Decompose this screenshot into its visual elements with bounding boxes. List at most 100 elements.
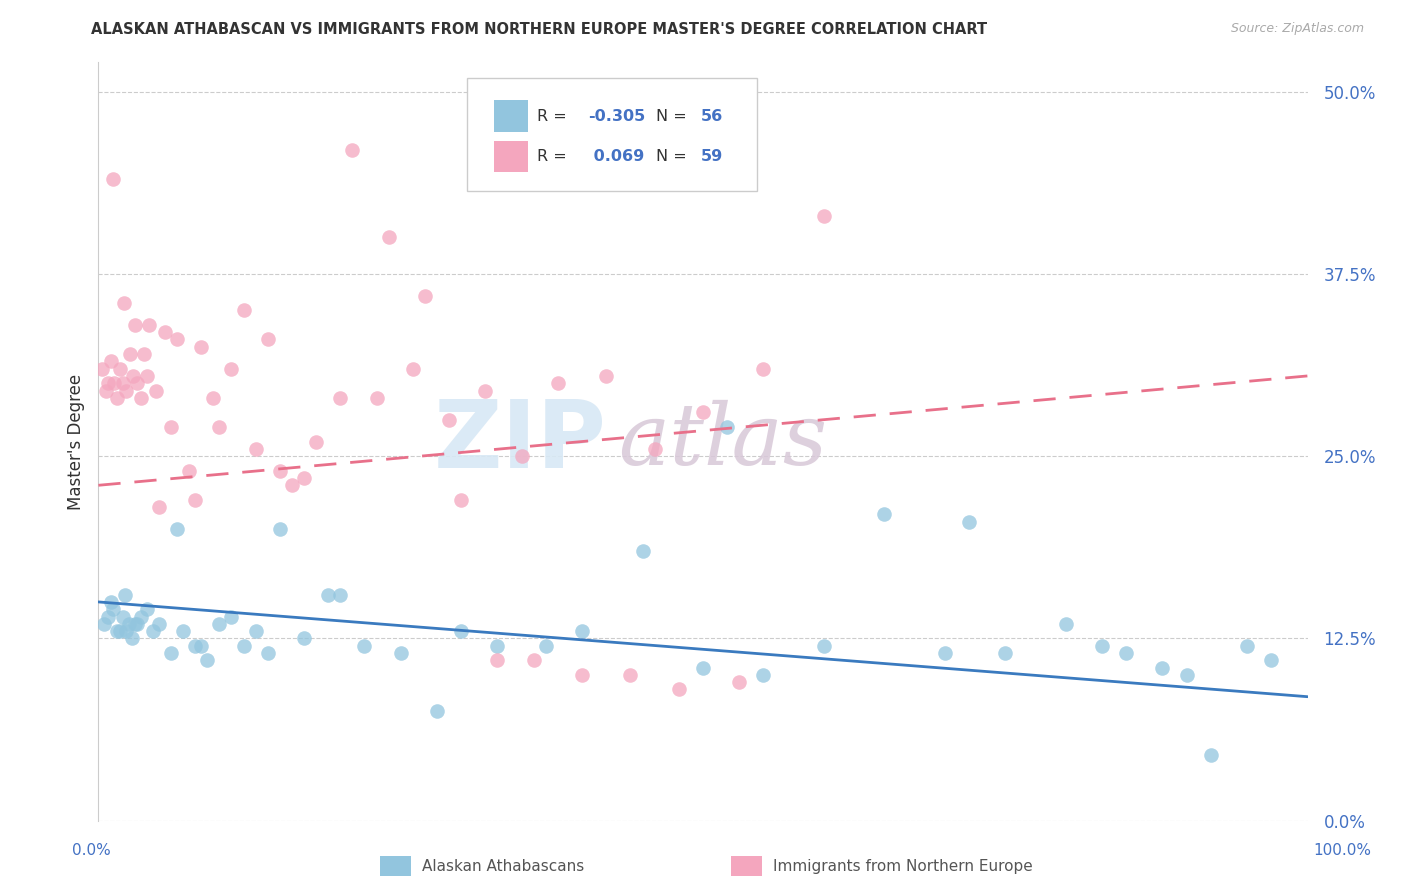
- Point: [752, 668, 775, 682]
- Point: [692, 405, 714, 419]
- Point: [232, 303, 254, 318]
- Text: R =: R =: [537, 149, 572, 164]
- Point: [101, 172, 124, 186]
- Point: [122, 368, 145, 383]
- Point: [190, 340, 212, 354]
- Point: [1152, 660, 1174, 674]
- Point: [127, 376, 149, 391]
- Text: N =: N =: [655, 109, 692, 124]
- Point: [127, 616, 149, 631]
- Text: ZIP: ZIP: [433, 395, 606, 488]
- Point: [208, 616, 231, 631]
- Point: [172, 624, 194, 639]
- Point: [510, 449, 533, 463]
- Point: [269, 522, 291, 536]
- Point: [1260, 653, 1282, 667]
- Point: [97, 609, 120, 624]
- Point: [221, 361, 243, 376]
- FancyBboxPatch shape: [494, 141, 527, 172]
- Point: [91, 361, 114, 376]
- Point: [166, 333, 188, 347]
- Point: [934, 646, 956, 660]
- Y-axis label: Master's Degree: Master's Degree: [66, 374, 84, 509]
- Point: [256, 646, 278, 660]
- Text: ALASKAN ATHABASCAN VS IMMIGRANTS FROM NORTHERN EUROPE MASTER'S DEGREE CORRELATIO: ALASKAN ATHABASCAN VS IMMIGRANTS FROM NO…: [91, 22, 987, 37]
- Point: [148, 500, 170, 515]
- Point: [1199, 747, 1222, 762]
- Point: [716, 420, 738, 434]
- Point: [124, 616, 146, 631]
- Point: [245, 442, 267, 456]
- Point: [195, 653, 218, 667]
- Point: [221, 609, 243, 624]
- Point: [366, 391, 388, 405]
- Point: [202, 391, 225, 405]
- Point: [142, 624, 165, 639]
- Point: [426, 704, 449, 718]
- Point: [190, 639, 212, 653]
- Point: [329, 391, 352, 405]
- Text: -0.305: -0.305: [588, 109, 645, 124]
- Point: [208, 420, 231, 434]
- Point: [179, 464, 201, 478]
- Point: [112, 296, 135, 310]
- Point: [873, 508, 896, 522]
- Text: 0.0%: 0.0%: [72, 843, 111, 858]
- Point: [111, 609, 134, 624]
- Point: [316, 588, 339, 602]
- Point: [450, 492, 472, 507]
- Point: [115, 384, 138, 398]
- Point: [121, 632, 143, 646]
- Point: [292, 471, 315, 485]
- Point: [114, 588, 136, 602]
- Point: [534, 639, 557, 653]
- Point: [135, 602, 157, 616]
- Point: [256, 333, 278, 347]
- Point: [668, 682, 690, 697]
- Point: [93, 616, 115, 631]
- Point: [100, 354, 122, 368]
- Text: N =: N =: [655, 149, 692, 164]
- Point: [305, 434, 328, 449]
- Point: [115, 624, 138, 639]
- Text: Source: ZipAtlas.com: Source: ZipAtlas.com: [1230, 22, 1364, 36]
- Point: [474, 384, 496, 398]
- Point: [105, 624, 128, 639]
- Point: [957, 515, 980, 529]
- Point: [728, 675, 751, 690]
- Point: [100, 595, 122, 609]
- Point: [269, 464, 291, 478]
- Point: [486, 653, 509, 667]
- Point: [389, 646, 412, 660]
- Point: [1236, 639, 1258, 653]
- Point: [292, 632, 315, 646]
- Point: [184, 492, 207, 507]
- Point: [450, 624, 472, 639]
- Point: [595, 368, 617, 383]
- Point: [184, 639, 207, 653]
- Point: [129, 391, 152, 405]
- Point: [245, 624, 267, 639]
- Point: [631, 544, 654, 558]
- Point: [571, 624, 593, 639]
- Point: [129, 609, 152, 624]
- Text: 0.069: 0.069: [588, 149, 644, 164]
- Text: R =: R =: [537, 109, 572, 124]
- Point: [547, 376, 569, 391]
- Point: [1175, 668, 1198, 682]
- Point: [111, 376, 134, 391]
- Point: [108, 361, 131, 376]
- Point: [138, 318, 160, 332]
- Point: [813, 209, 835, 223]
- Point: [644, 442, 666, 456]
- Point: [281, 478, 304, 492]
- Point: [692, 660, 714, 674]
- Point: [571, 668, 593, 682]
- Point: [437, 412, 460, 426]
- Point: [94, 384, 117, 398]
- Point: [166, 522, 188, 536]
- Point: [402, 361, 425, 376]
- Point: [486, 639, 509, 653]
- Text: Immigrants from Northern Europe: Immigrants from Northern Europe: [773, 859, 1033, 873]
- FancyBboxPatch shape: [494, 101, 527, 132]
